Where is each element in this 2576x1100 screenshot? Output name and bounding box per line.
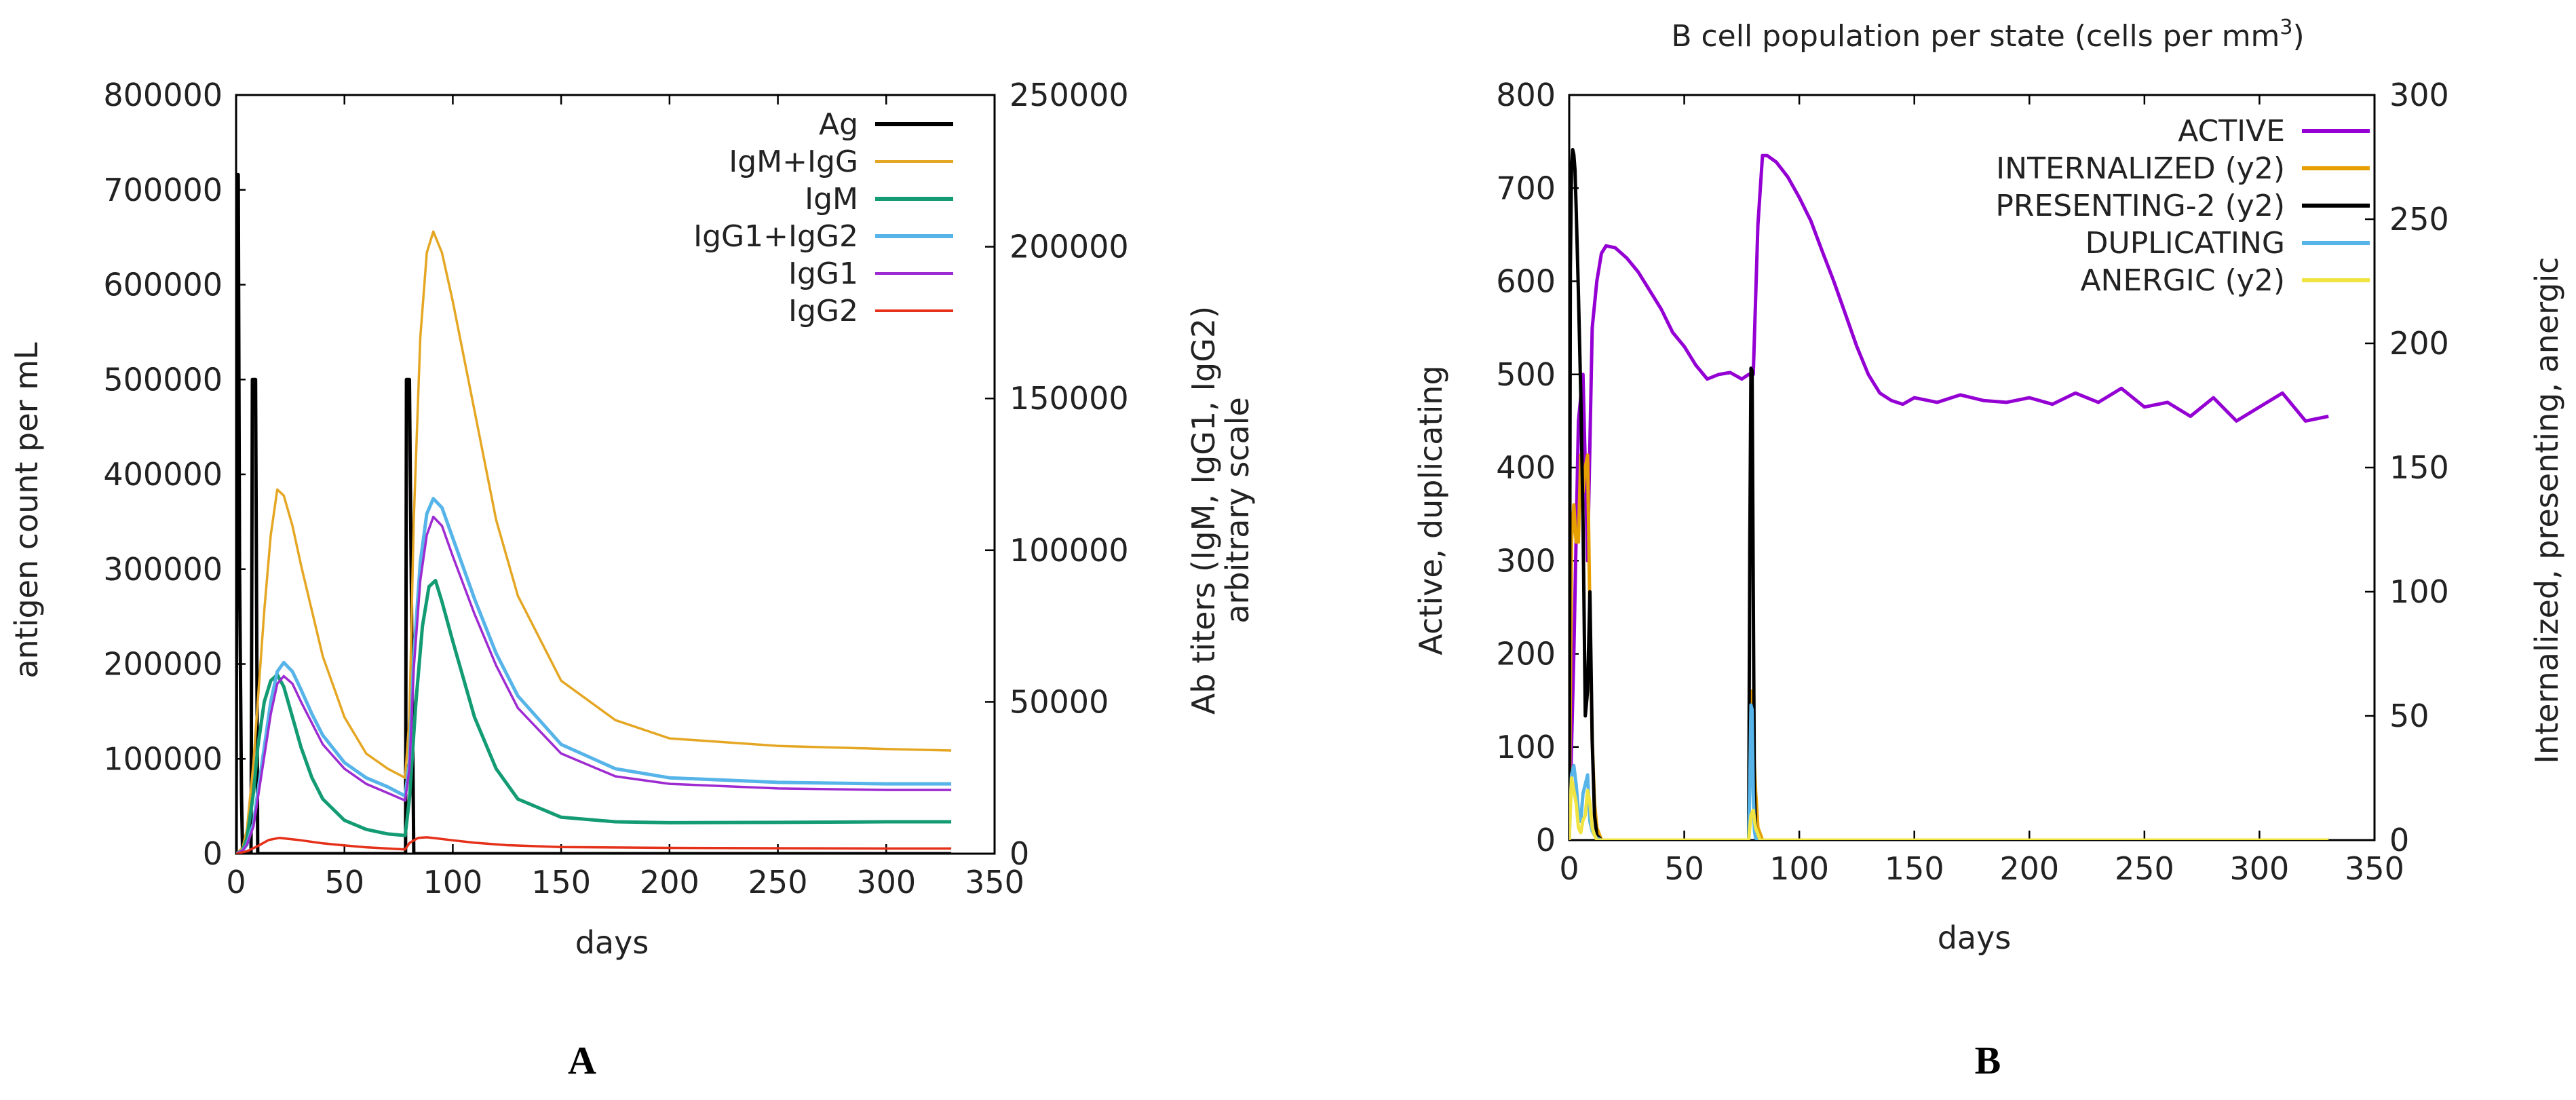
panel-a-y2tick-label: 100000 [1010, 532, 1129, 569]
panel-b-y2tick-label: 150 [2389, 449, 2449, 486]
panel-b-ylabel: Active, duplicating [1412, 365, 1449, 655]
panel-b-ytick-label: 100 [1496, 729, 1556, 765]
panel-a-ytick-label: 700000 [103, 172, 223, 208]
panel-b-y2tick-label: 300 [2389, 77, 2449, 113]
panel-a-legend-label: Ag [819, 107, 858, 142]
panel-b-xtick-label: 150 [1885, 850, 1944, 887]
panel-b-legend-label: ANERGIC (y2) [2080, 263, 2285, 298]
panel-b-ytick-label: 500 [1496, 356, 1556, 393]
panel-b-title: B cell population per state (cells per m… [1671, 16, 2304, 54]
panel-a-y2tick-label: 250000 [1010, 77, 1129, 113]
panel-b-ytick-label: 600 [1496, 263, 1556, 300]
panel-b-xtick-label: 350 [2345, 850, 2404, 887]
panel-b-legend-label: ACTIVE [2178, 114, 2285, 149]
panel-a-xtick-label: 100 [423, 864, 483, 900]
panel-b-series-active [1569, 153, 2329, 840]
panel-a-y2tick-label: 150000 [1010, 380, 1129, 417]
panel-b-y2tick-label: 0 [2389, 822, 2409, 858]
panel-b-legend-label: PRESENTING-2 (y2) [1995, 189, 2285, 223]
panel-a-legend-label: IgG1 [788, 257, 858, 291]
panel-b-series-presenting-2-y2 [1569, 148, 2329, 840]
panel-a-plot-frame [235, 94, 996, 855]
panel-b-xtick-label: 0 [1559, 850, 1579, 887]
panel-a-ylabel: antigen count per mL [8, 342, 45, 679]
panel-b-xtick-label: 100 [1769, 850, 1829, 887]
panel-a-xtick-label: 200 [640, 864, 699, 900]
panel-b-title-sup: 3 [2280, 16, 2292, 39]
panel-a-y2tick-label: 200000 [1010, 229, 1129, 265]
panel-a-legend-label: IgG1+IgG2 [693, 219, 858, 254]
panel-a-series-ag [236, 172, 952, 854]
panel-b-ytick-label: 0 [1536, 822, 1556, 858]
panel-a-ytick-label: 100000 [103, 740, 223, 777]
panel-b-ytick-label: 200 [1496, 636, 1556, 672]
panel-b-legend-label: DUPLICATING [2085, 226, 2285, 261]
panel-b-series-duplicating [1569, 703, 2329, 840]
panel-a-xtick-label: 150 [531, 864, 591, 900]
panel-a-ytick-label: 800000 [103, 77, 223, 113]
panel-a-xlabel: days [575, 924, 649, 961]
panel-b-ytick-label: 700 [1496, 170, 1556, 206]
panel-b-y2tick-label: 200 [2389, 325, 2449, 362]
panel-b-ytick-label: 800 [1496, 77, 1556, 113]
chart-panel-a: antigen count per mL Ab titers (IgM, IgG… [8, 77, 1256, 1082]
panel-b-letter: B [1975, 1038, 2001, 1082]
panel-a-legend-label: IgM+IgG [729, 145, 858, 179]
panel-a-legend-label: IgG2 [788, 294, 858, 328]
panel-b-y2tick-label: 100 [2389, 573, 2449, 610]
panel-a-y2tick-label: 50000 [1010, 683, 1109, 720]
panel-a-xtick-label: 300 [856, 864, 916, 900]
panel-a-ytick-label: 500000 [103, 361, 223, 398]
panel-a-ytick-label: 200000 [103, 646, 223, 683]
panel-a-ytick-label: 600000 [103, 267, 223, 303]
panel-a-series-igg1 [236, 515, 952, 854]
panel-a-letter: A [568, 1038, 596, 1082]
panel-b-xtick-label: 200 [1999, 850, 2059, 887]
panel-a-ytick-label: 300000 [103, 551, 223, 588]
chart-panel-b: B cell population per state (cells per m… [1412, 16, 2565, 1082]
panel-b-xtick-label: 300 [2230, 850, 2290, 887]
panel-b-y2tick-label: 250 [2389, 201, 2449, 238]
panel-a-series-igm-igg [236, 230, 952, 854]
panel-a-ytick-label: 400000 [103, 456, 223, 493]
panel-b-xtick-label: 50 [1664, 850, 1704, 887]
panel-b-xlabel: days [1938, 919, 2012, 956]
panel-a-y2label-line1: Ab titers (IgM, IgG1, IgG2) [1185, 306, 1222, 715]
panel-b-y2tick-label: 50 [2389, 698, 2429, 734]
panel-b-series-internalized-y2 [1569, 453, 2329, 840]
panel-a-legend-label: IgM [805, 182, 858, 216]
panel-b-ytick-label: 300 [1496, 542, 1556, 579]
panel-a-y2label-line2: arbitrary scale [1219, 397, 1256, 624]
panel-b-title-main: B cell population per state (cells per m… [1671, 19, 2280, 54]
panel-b-xtick-label: 250 [2115, 850, 2174, 887]
panel-a-ytick-label: 0 [203, 835, 223, 872]
panel-b-title-close: ) [2293, 19, 2305, 54]
panel-a-series-igg2 [236, 836, 952, 854]
panel-b-y2label: Internalized, presenting, anergic [2529, 257, 2565, 763]
panel-b-ytick-label: 400 [1496, 449, 1556, 486]
panel-b-series-anergic-y2 [1569, 776, 2329, 840]
panel-a-xtick-label: 350 [965, 864, 1024, 900]
panel-a-series-igm [236, 579, 952, 854]
panel-a-series-igg1-igg2 [236, 497, 952, 854]
panel-a-xtick-label: 250 [748, 864, 808, 900]
panel-a-xtick-label: 50 [324, 864, 364, 900]
panel-a-xtick-label: 0 [226, 864, 246, 900]
panel-a-y2tick-label: 0 [1010, 835, 1029, 872]
panel-b-legend-label: INTERNALIZED (y2) [1996, 151, 2285, 186]
